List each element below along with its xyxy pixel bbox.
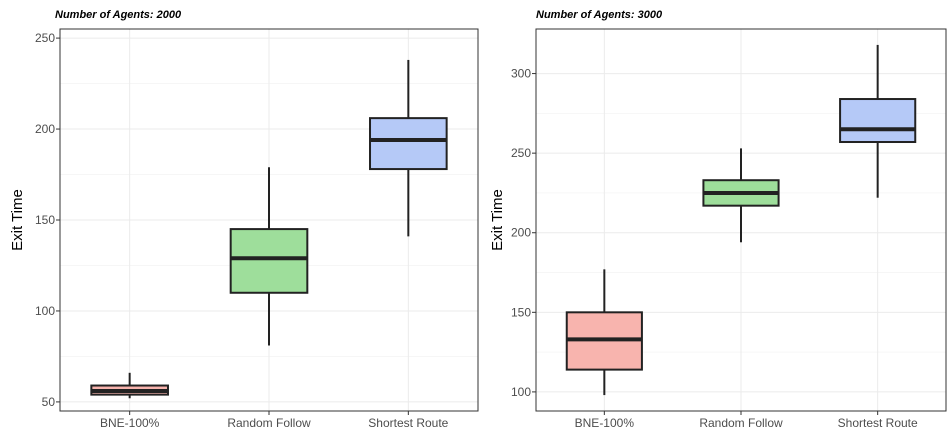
y-tick-label: 100 — [35, 304, 55, 318]
x-tick-label: Random Follow — [699, 416, 783, 428]
y-tick-label: 200 — [35, 122, 55, 136]
plot-border — [59, 28, 479, 412]
x-tick-label: Shortest Route — [838, 416, 918, 428]
y-axis-label: Exit Time — [489, 189, 506, 251]
box-chart-3000: 100 150 200 250 300 BNE-100% Random Follow Shor… — [489, 28, 947, 428]
chart-title: Number of Agents: 2000 — [55, 9, 182, 21]
y-tick-label: 50 — [42, 395, 56, 409]
plot-border — [535, 28, 947, 412]
y-tick-label: 300 — [511, 67, 531, 81]
y-tick-label: 150 — [511, 305, 531, 319]
box-iqr — [839, 98, 917, 144]
chart-panel-left: Number of Agents: 2000 50 100 150 200 250 BNE… — [9, 9, 479, 428]
x-tick-label: BNE-100% — [100, 416, 160, 428]
y-tick-label: 200 — [511, 226, 531, 240]
box-iqr — [369, 117, 448, 171]
y-tick-label: 100 — [511, 385, 531, 399]
chart-title: Number of Agents: 3000 — [536, 9, 663, 21]
x-tick-label: Random Follow — [227, 416, 311, 428]
chart-panel-right: Number of Agents: 3000 100 150 200 250 300 BN… — [480, 0, 948, 428]
box-chart-2000: 50 100 150 200 250 BNE-100% Random Follow Short… — [9, 28, 479, 428]
x-tick-label: Shortest Route — [368, 416, 448, 428]
x-tick-label: BNE-100% — [575, 416, 635, 428]
y-tick-label: 250 — [35, 31, 55, 45]
box-iqr — [229, 228, 309, 294]
y-axis-label: Exit Time — [9, 189, 26, 251]
y-tick-label: 150 — [35, 213, 55, 227]
y-tick-label: 250 — [511, 146, 531, 160]
